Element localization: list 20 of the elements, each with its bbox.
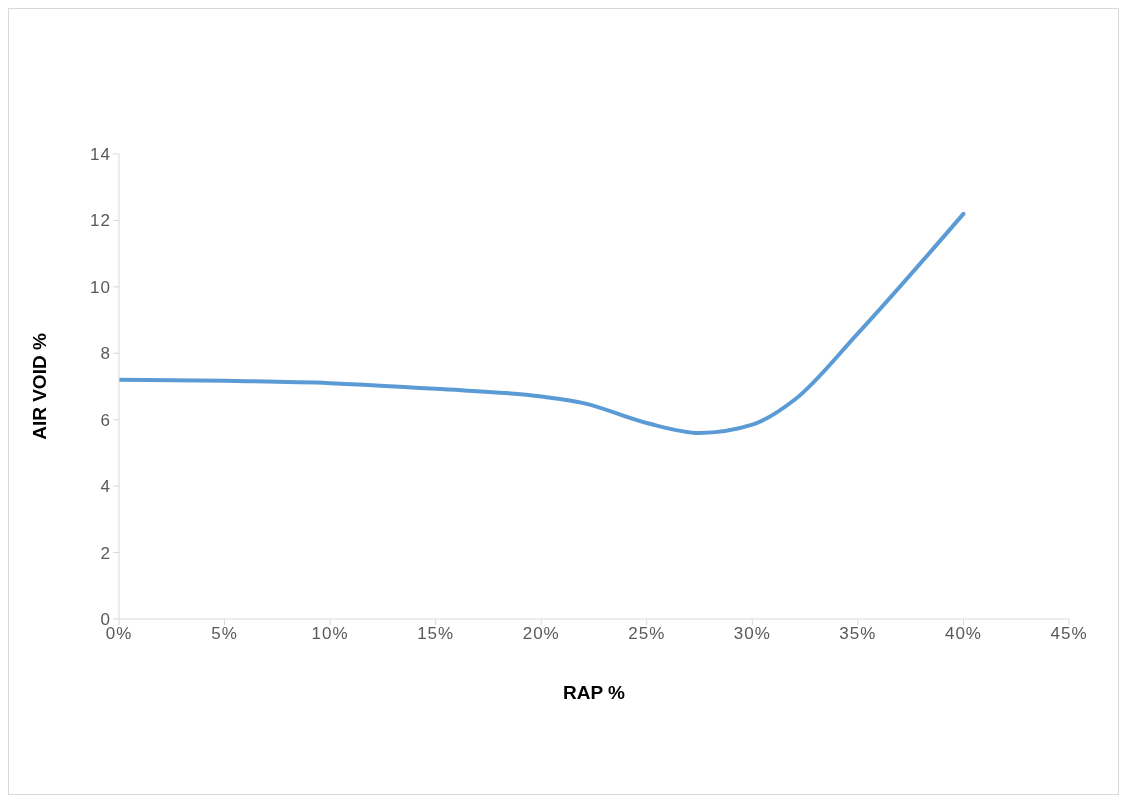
x-tick-label: 30% (733, 624, 771, 644)
y-tick-label: 6 (100, 410, 111, 430)
y-tick-label: 4 (100, 477, 111, 497)
y-tick-label: 12 (90, 211, 111, 231)
y-tick-label: 14 (90, 145, 111, 165)
x-tick-label: 35% (839, 624, 877, 644)
x-tick-label: 0% (105, 624, 133, 644)
x-tick-label: 40% (944, 624, 982, 644)
x-tick-label: 10% (311, 624, 349, 644)
x-tick-label: 25% (628, 624, 666, 644)
line-series (119, 211, 966, 435)
y-axis-title: AIR VOID % (28, 333, 50, 440)
x-tick-label: 45% (1050, 624, 1088, 644)
x-tick-label: 20% (522, 624, 560, 644)
x-tick-label: 15% (417, 624, 455, 644)
y-tick-label: 2 (100, 543, 111, 563)
x-tick-label: 5% (211, 624, 238, 644)
x-axis-title: RAP % (563, 682, 626, 703)
y-tick-label: 8 (100, 344, 111, 364)
y-tick-label: 10 (90, 277, 111, 297)
